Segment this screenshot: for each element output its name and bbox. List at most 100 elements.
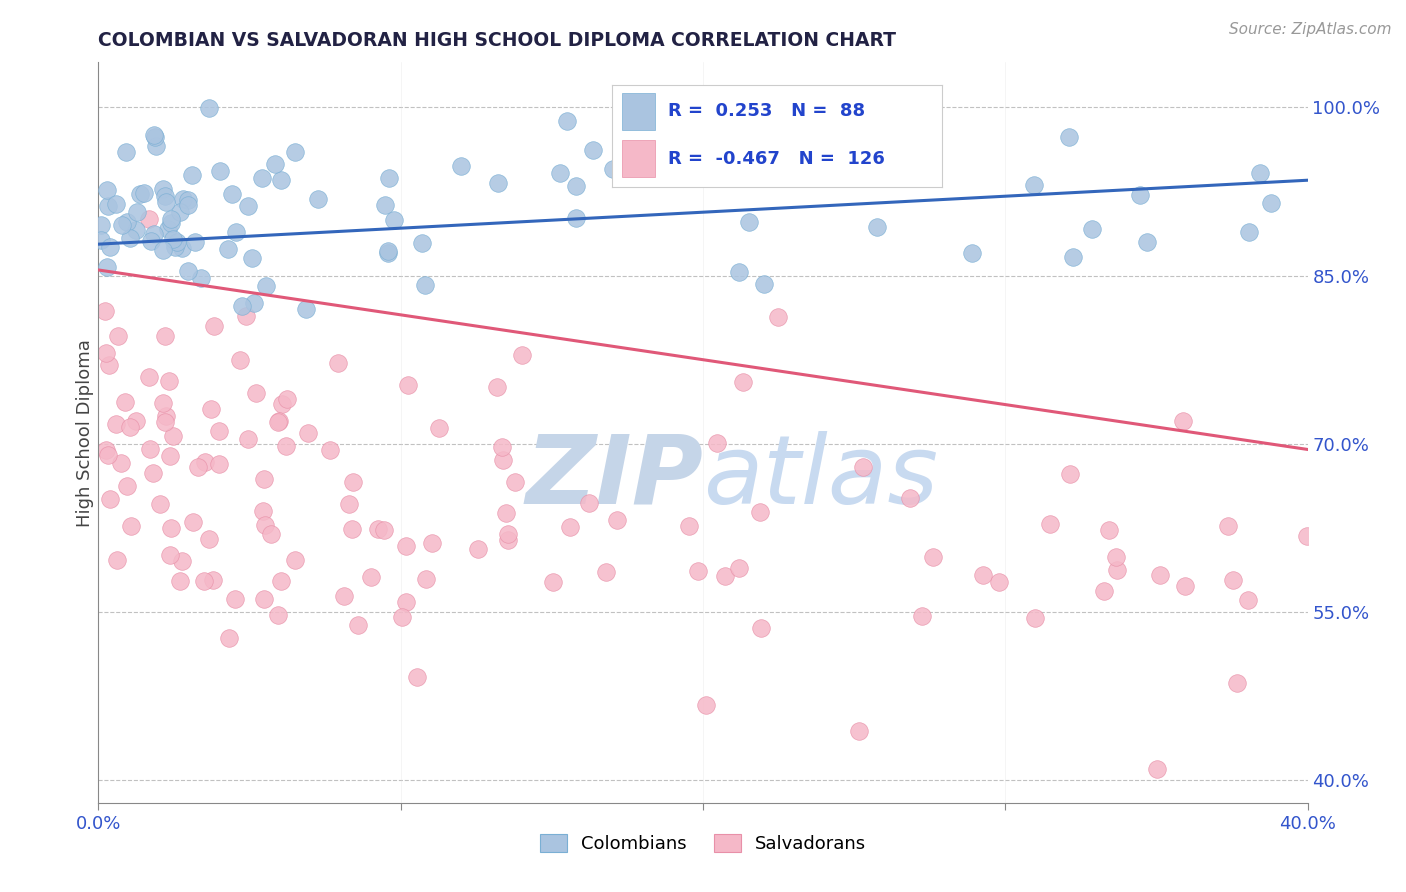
Point [491,440,513,454]
Point [1098,524,1121,538]
Point [496,526,519,541]
Point [138,212,160,227]
Point [688,565,710,579]
Point [198,533,221,547]
Point [267,414,290,428]
Point [294,302,316,317]
Point [96,183,118,197]
Point [848,724,870,739]
Point [97,199,120,213]
Point [177,193,200,207]
Point [260,526,283,541]
Point [1260,195,1282,210]
Text: R =  0.253   N =  88: R = 0.253 N = 88 [668,103,865,120]
Point [492,452,515,467]
Point [342,475,364,489]
Point [177,264,200,278]
Point [139,234,162,248]
Point [960,246,983,260]
Point [236,433,259,447]
Point [240,251,263,265]
Point [713,132,735,146]
Point [105,553,128,567]
Point [125,414,148,428]
Point [1136,235,1159,250]
Point [557,114,579,128]
Point [253,473,276,487]
Point [541,575,564,590]
Point [1218,519,1240,533]
Point [267,415,290,429]
Point [725,100,748,114]
Point [1173,415,1195,429]
Point [972,568,994,582]
Point [1225,675,1247,690]
Point [243,295,266,310]
Point [155,415,177,429]
Point [510,348,533,362]
Point [276,392,298,406]
Point [143,128,166,143]
FancyBboxPatch shape [621,93,655,130]
Point [159,520,181,534]
Point [911,608,934,623]
Point [98,358,121,372]
Point [394,595,416,609]
Point [496,533,519,548]
Point [157,222,180,236]
Point [1024,178,1046,193]
Point [297,425,319,440]
Point [142,466,165,480]
Point [177,198,200,212]
Point [120,231,142,245]
Point [728,265,751,279]
Point [413,278,436,293]
Point [284,145,307,159]
Point [90,218,112,232]
Point [162,231,184,245]
Point [406,669,429,683]
Point [115,145,138,159]
Point [988,575,1011,590]
Point [865,219,887,234]
Point [166,235,188,249]
Point [225,225,247,239]
Point [250,171,273,186]
Point [104,196,127,211]
Point [602,161,624,176]
Point [270,172,292,186]
Point [728,561,751,575]
Point [132,186,155,201]
Point [202,319,225,334]
Point [190,271,212,285]
Point [160,216,183,230]
Point [231,299,253,313]
Point [307,192,329,206]
Point [1222,573,1244,587]
Point [427,421,450,435]
Point [495,506,517,520]
Point [221,186,243,201]
Point [181,515,204,529]
Point [714,569,737,583]
Point [254,517,277,532]
Point [181,169,204,183]
Point [229,353,252,368]
Point [377,246,399,260]
Point [159,449,181,463]
Point [193,574,215,588]
Point [152,243,174,257]
Point [1081,222,1104,236]
Point [252,503,274,517]
Point [922,549,945,564]
Point [172,241,194,255]
Point [264,157,287,171]
Point [284,552,307,566]
Point [326,356,349,370]
Point [342,522,364,536]
Point [172,553,194,567]
Point [486,380,509,394]
Point [153,189,176,203]
Point [420,536,443,550]
Point [411,235,433,250]
